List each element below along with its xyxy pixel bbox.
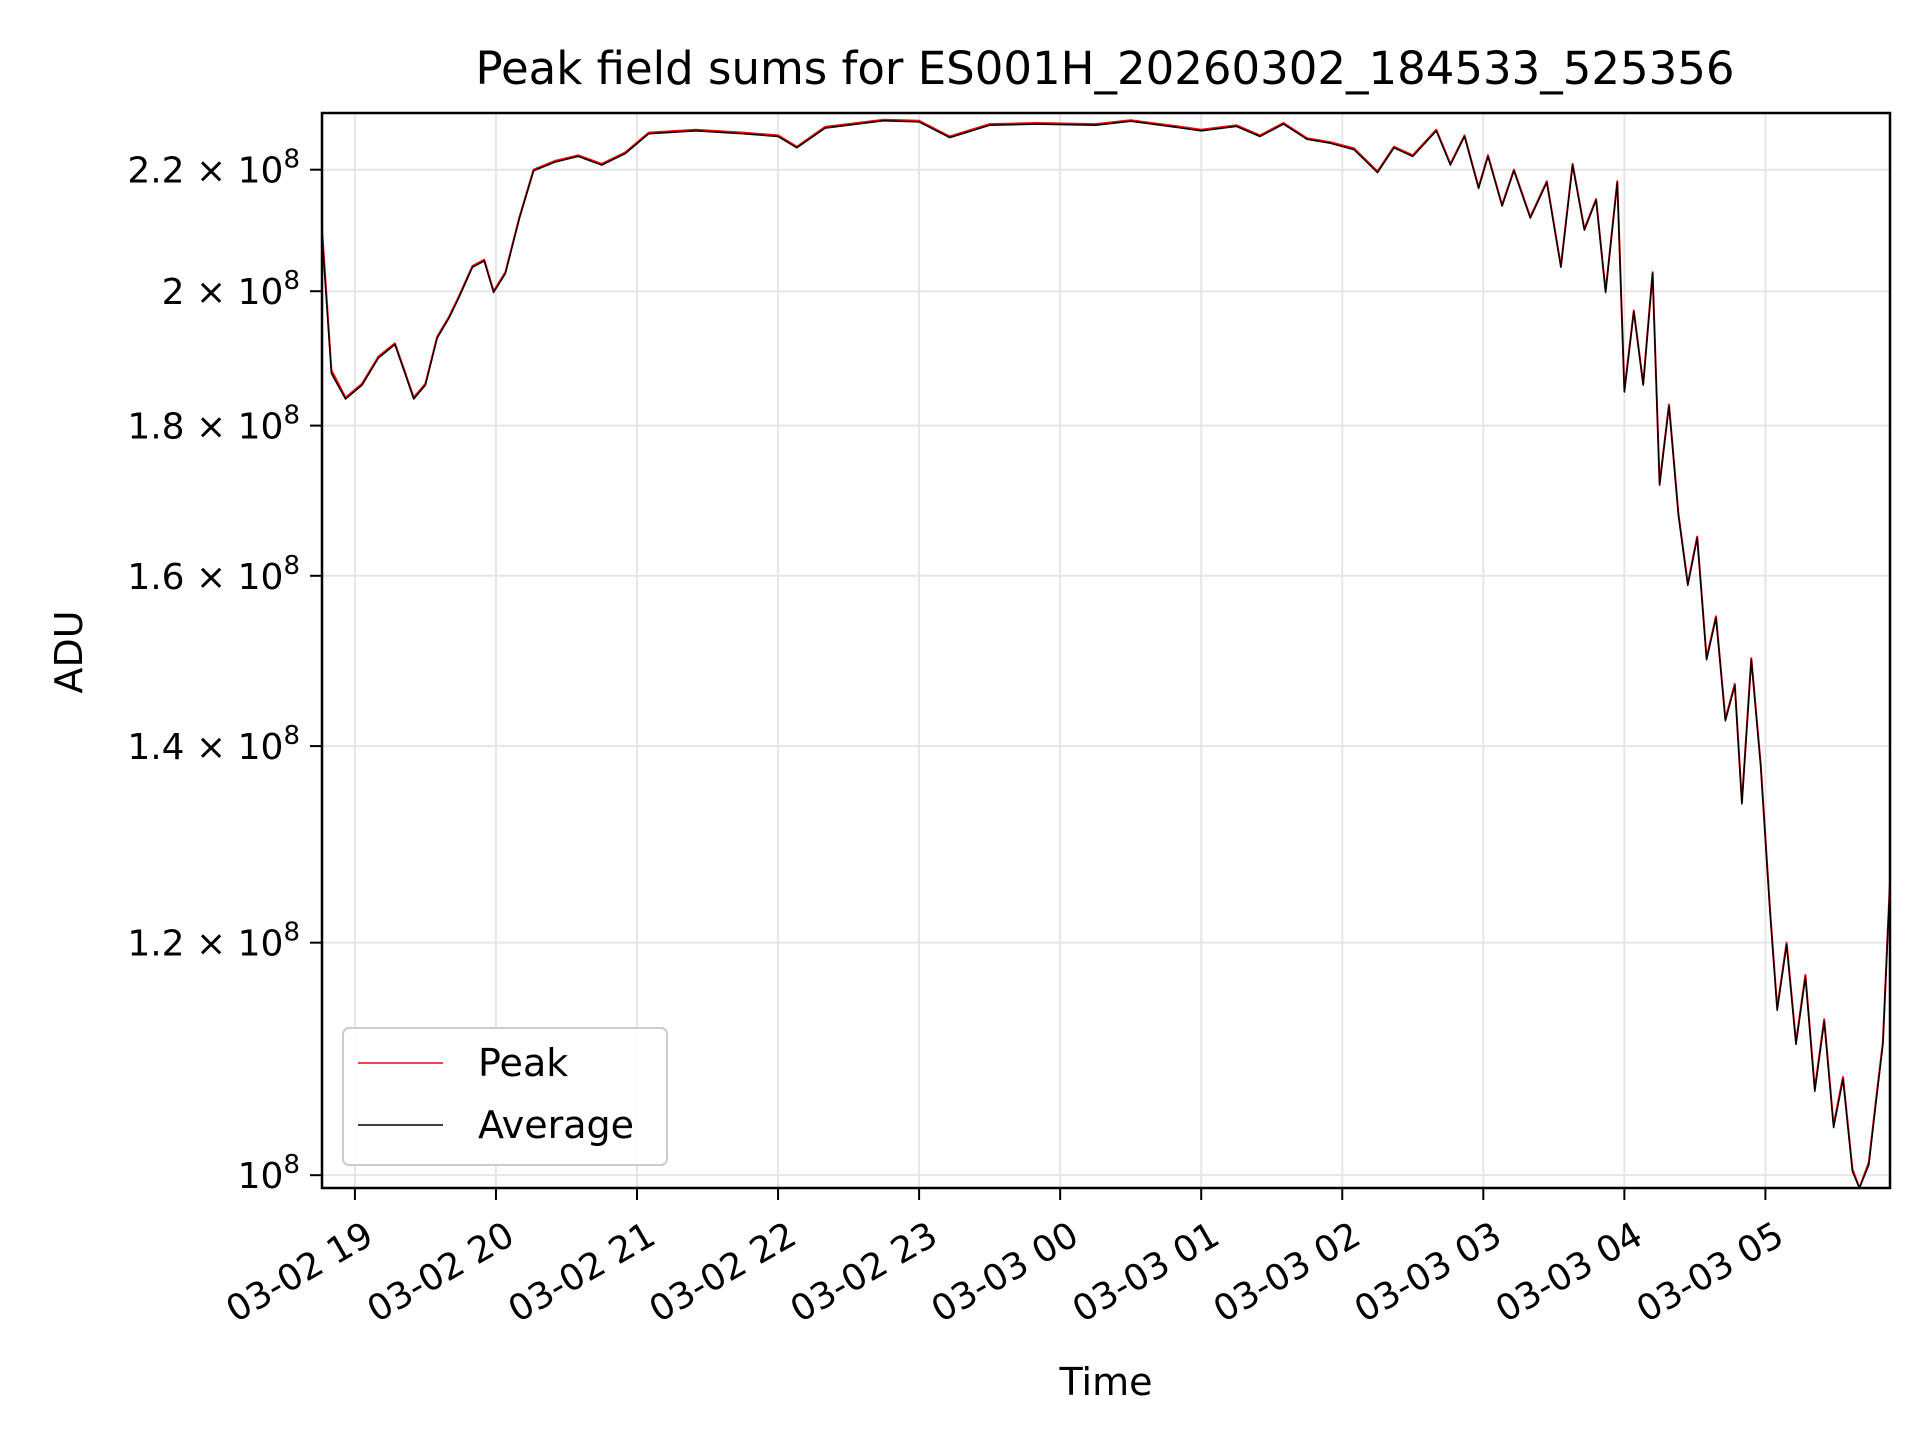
x-axis-label: Time bbox=[1059, 1360, 1153, 1404]
y-tick-label: 1.8 × 108 bbox=[127, 401, 300, 448]
y-tick-label: 1.6 × 108 bbox=[127, 551, 300, 598]
y-tick-label: 108 bbox=[238, 1150, 300, 1197]
y-tick-label: 1.4 × 108 bbox=[127, 721, 300, 768]
legend-average-label: Average bbox=[478, 1103, 634, 1147]
plot-frame bbox=[320, 111, 1892, 1190]
y-tick-label: 1.2 × 108 bbox=[127, 918, 300, 965]
y-tick-label: 2 × 108 bbox=[162, 266, 300, 313]
y-tick-label: 2.2 × 108 bbox=[127, 145, 300, 192]
y-axis-label: ADU bbox=[47, 610, 91, 693]
grid-layer bbox=[322, 113, 1890, 1188]
legend: Peak Average bbox=[342, 1027, 668, 1166]
series-layer bbox=[322, 118, 1890, 1188]
chart-title: Peak field sums for ES001H_20260302_1845… bbox=[475, 42, 1734, 95]
legend-peak-label: Peak bbox=[478, 1041, 568, 1085]
series-line-average bbox=[322, 120, 1890, 1188]
